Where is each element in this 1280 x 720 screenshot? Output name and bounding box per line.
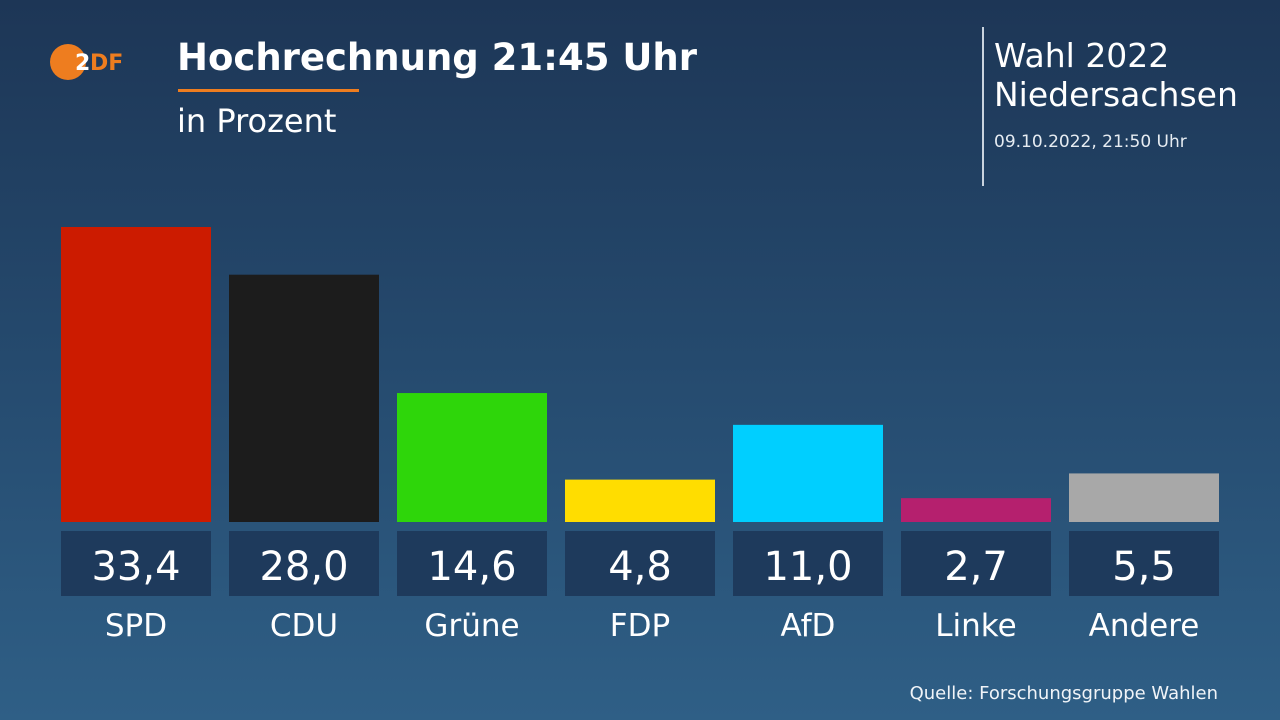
- data-label: 14,6: [427, 544, 516, 590]
- category-label: CDU: [270, 608, 338, 644]
- value-box: [733, 531, 883, 596]
- category-label: Linke: [935, 608, 1016, 644]
- value-box: [397, 531, 547, 596]
- chart-subtitle: in Prozent: [177, 102, 337, 140]
- election-datetime: 09.10.2022, 21:50 Uhr: [994, 132, 1187, 152]
- title-underline: [178, 89, 359, 92]
- header-divider: [982, 27, 984, 186]
- data-label: 33,4: [91, 544, 180, 590]
- svg-text:2: 2: [75, 51, 90, 76]
- election-info: Wahl 2022 Niedersachsen: [994, 36, 1238, 114]
- value-box: [901, 531, 1051, 596]
- category-label: AfD: [781, 608, 836, 644]
- bar-linke: [901, 498, 1051, 522]
- election-name: Wahl 2022: [994, 36, 1170, 75]
- category-label: SPD: [105, 608, 167, 644]
- value-box: [61, 531, 211, 596]
- bar-spd: [61, 227, 211, 522]
- bar-grüne: [397, 393, 547, 522]
- bar-andere: [1069, 473, 1219, 522]
- bar-fdp: [565, 479, 715, 522]
- value-box: [229, 531, 379, 596]
- category-label: Grüne: [424, 608, 519, 644]
- zdf-logo: 2 DF: [48, 43, 138, 83]
- category-label: Andere: [1089, 608, 1200, 644]
- source-note: Quelle: Forschungsgruppe Wahlen: [909, 683, 1218, 704]
- value-box: [1069, 531, 1219, 596]
- data-label: 28,0: [259, 544, 348, 590]
- chart-title: Hochrechnung 21:45 Uhr: [177, 36, 697, 79]
- data-label: 5,5: [1112, 544, 1176, 590]
- svg-text:DF: DF: [90, 51, 123, 76]
- bar-cdu: [229, 274, 379, 522]
- election-state: Niedersachsen: [994, 75, 1238, 114]
- value-box: [565, 531, 715, 596]
- data-label: 11,0: [763, 544, 852, 590]
- data-label: 2,7: [944, 544, 1008, 590]
- category-label: FDP: [610, 608, 670, 644]
- data-label: 4,8: [608, 544, 672, 590]
- bar-afd: [733, 424, 883, 522]
